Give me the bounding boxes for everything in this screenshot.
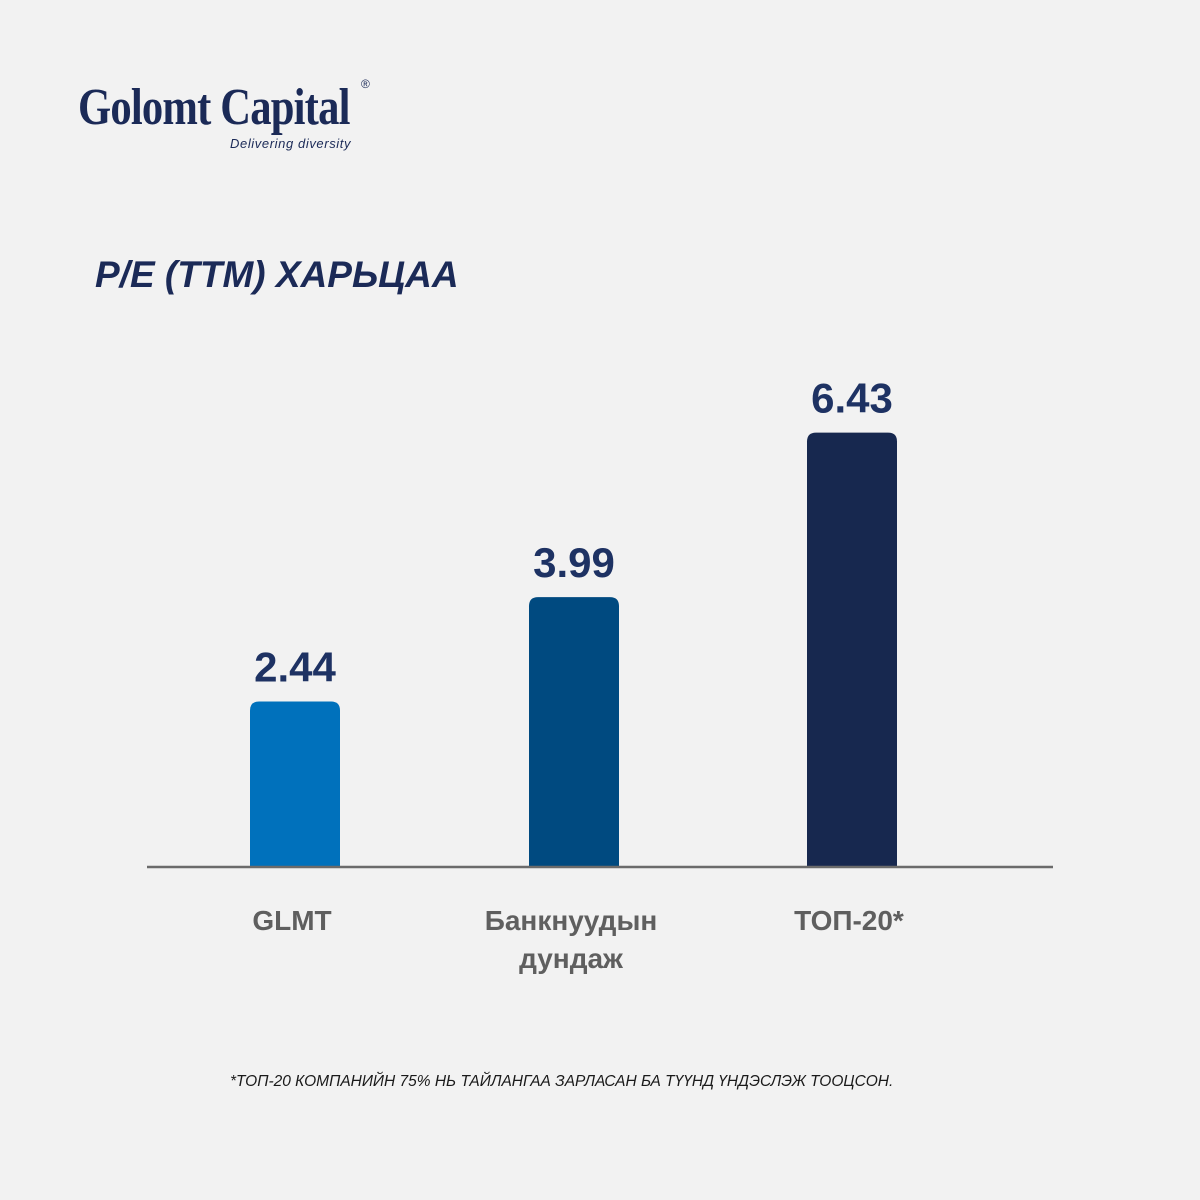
registered-mark: ®: [361, 77, 370, 91]
category-label-2-line-2: дундаж: [519, 943, 624, 974]
value-label-1: 2.44: [254, 644, 336, 691]
bar-3: [807, 432, 897, 866]
company-logo: Golomt Capital ® Delivering diversity: [78, 78, 388, 158]
chart-title: P/E (TTM) ХАРЬЦАА: [95, 254, 459, 295]
bar-2: [529, 597, 619, 866]
category-label-2-line-1: Банкнуудын: [485, 905, 658, 936]
category-label-3: ТОП-20*: [794, 905, 904, 936]
footnote: *ТОП-20 КОМПАНИЙН 75% НЬ ТАЙЛАНГАА ЗАРЛА…: [230, 1073, 894, 1090]
value-label-3: 6.43: [811, 375, 893, 422]
category-label-1: GLMT: [252, 905, 331, 936]
value-label-2: 3.99: [533, 539, 615, 586]
logo-tagline: Delivering diversity: [230, 136, 352, 151]
logo-wordmark: Golomt Capital: [78, 79, 350, 136]
bar-1: [250, 701, 340, 866]
